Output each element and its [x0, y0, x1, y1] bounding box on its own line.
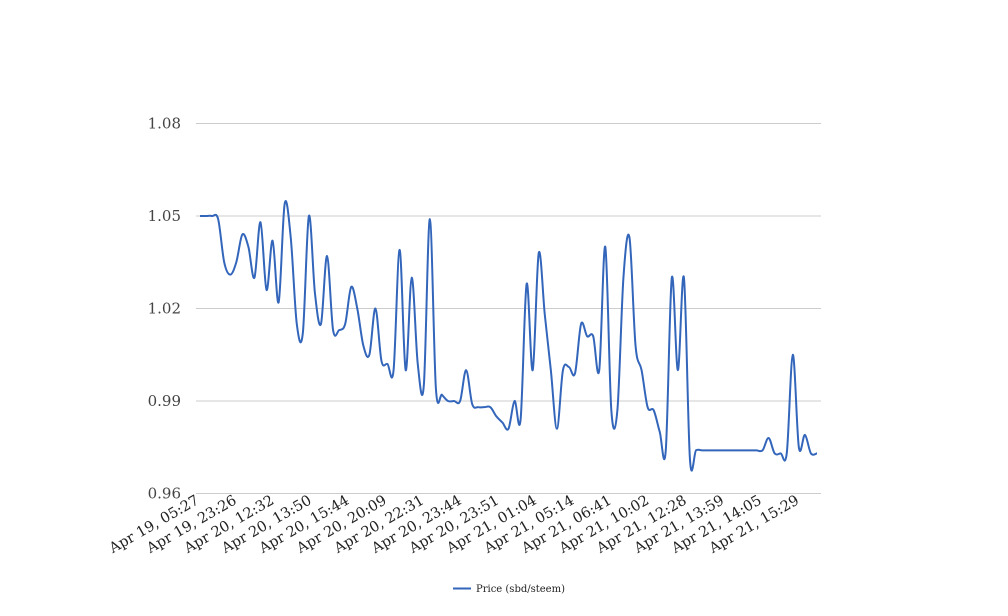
- y-tick-label: 0.96: [148, 485, 181, 503]
- y-tick-label: 1.08: [148, 115, 181, 133]
- y-tick-label: 1.02: [148, 300, 181, 318]
- y-tick-label: 1.05: [148, 207, 181, 225]
- series-line-price[interactable]: [199, 200, 818, 472]
- legend[interactable]: Price (sbd/steem): [453, 584, 565, 595]
- y-axis-tick-labels: 0.96 0.99 1.02 1.05 1.08: [148, 115, 181, 503]
- legend-label: Price (sbd/steem): [476, 584, 565, 595]
- series-layer: [199, 200, 818, 472]
- gridlines: [196, 123, 821, 494]
- y-tick-label: 0.99: [148, 392, 181, 410]
